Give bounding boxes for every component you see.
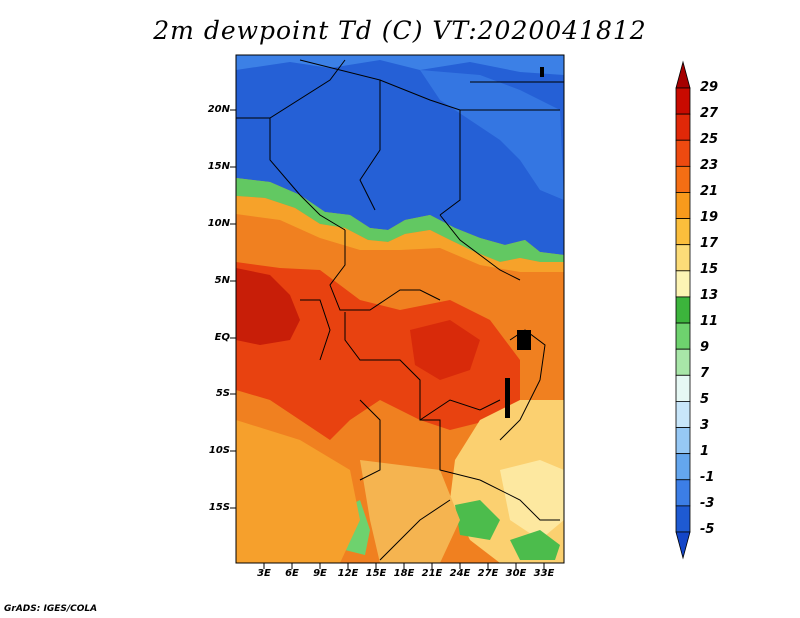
colorbar-bottom-arrow [675,531,691,560]
colorbar-label: -1 [700,470,715,485]
colorbar-segment [675,479,691,507]
colorbar-segment [675,218,691,246]
map-title: 2m dewpoint Td (C) VT:2020041812 [153,16,647,45]
colorbar-label: 11 [700,314,719,329]
credit-text: GrADS: IGES/COLA [4,604,98,614]
colorbar [675,60,691,560]
lon-label: 21E [421,568,443,579]
colorbar-segment [675,401,691,428]
colorbar-segment [675,296,691,324]
lon-label: 3E [257,568,271,579]
colorbar-label: 21 [700,184,719,199]
lon-label: 33E [533,568,555,579]
colorbar-segment [675,453,691,481]
map-frame [235,54,565,564]
lon-label: 27E [477,568,499,579]
lat-label: 5N [214,275,230,286]
colorbar-segment [675,113,691,141]
lon-label: 9E [313,568,327,579]
colorbar-label: 5 [700,392,710,407]
colorbar-segment [675,505,691,533]
colorbar-label: 15 [700,262,719,277]
lat-label: 15N [207,161,230,172]
colorbar-segment [675,87,691,115]
lon-label: 24E [449,568,471,579]
colorbar-label: -5 [700,522,715,537]
colorbar-segment [675,427,691,455]
colorbar-segment [675,192,691,219]
lat-label: 5S [215,388,230,399]
colorbar-label: 29 [700,80,719,95]
lon-label: 12E [337,568,359,579]
lat-label: 20N [207,104,230,115]
colorbar-segment [675,165,691,193]
lon-label: 30E [505,568,527,579]
colorbar-label: 23 [700,158,719,173]
lon-label: 6E [285,568,299,579]
map-field [236,55,564,563]
colorbar-segment [675,374,691,402]
lon-label: 18E [393,568,415,579]
colorbar-label: 13 [700,288,719,303]
colorbar-segment [675,348,691,376]
colorbar-label: -3 [700,496,715,511]
colorbar-top-arrow [675,60,691,89]
lat-label: 10N [207,218,230,229]
colorbar-label: 17 [700,236,719,251]
colorbar-label: 7 [700,366,710,381]
colorbar-label: 3 [700,418,710,433]
lat-label: 15S [208,502,230,513]
lat-label: 10S [208,445,230,456]
colorbar-segment [675,244,691,272]
colorbar-label: 9 [700,340,710,355]
colorbar-segment [675,139,691,167]
colorbar-label: 25 [700,132,719,147]
colorbar-label: 19 [700,210,719,225]
colorbar-segment [675,270,691,298]
colorbar-segment [675,322,691,350]
lon-label: 15E [365,568,387,579]
lat-label: EQ [214,332,230,343]
colorbar-label: 1 [700,444,710,459]
colorbar-label: 27 [700,106,719,121]
